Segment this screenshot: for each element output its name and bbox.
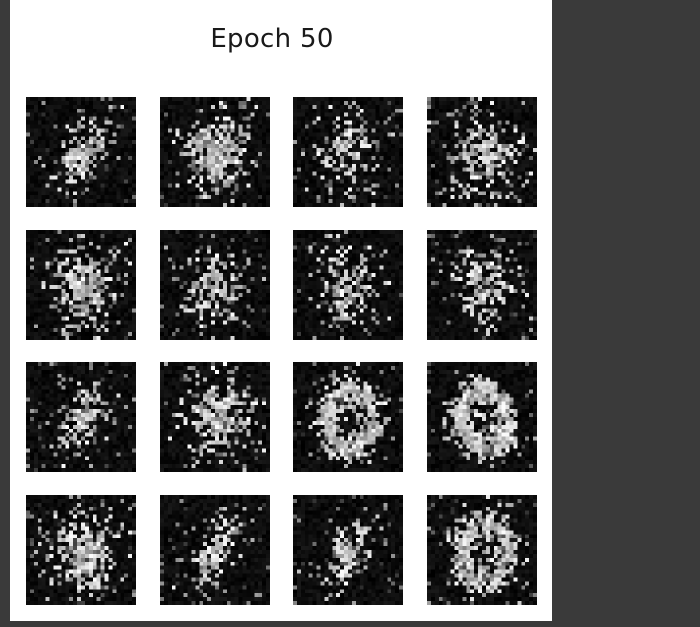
sample-pixels bbox=[26, 362, 136, 472]
sample-pixels bbox=[159, 97, 270, 207]
sample-pixels bbox=[293, 494, 403, 605]
sample-pixels bbox=[426, 362, 537, 472]
generated-sample-image bbox=[426, 97, 537, 207]
sample-pixels bbox=[293, 97, 403, 207]
generated-sample-image bbox=[159, 97, 270, 207]
generated-sample-image bbox=[26, 229, 136, 340]
generated-sample-image bbox=[293, 362, 403, 472]
generated-sample-image bbox=[26, 494, 136, 605]
generated-sample-image bbox=[426, 229, 537, 340]
figure-title: Epoch 50 bbox=[210, 24, 334, 54]
sample-pixels bbox=[159, 362, 270, 472]
generated-sample-image bbox=[293, 494, 403, 605]
sample-pixels bbox=[426, 494, 537, 605]
sample-pixels bbox=[293, 362, 403, 472]
sample-pixels bbox=[26, 494, 136, 605]
generated-sample-image bbox=[426, 362, 537, 472]
sample-pixels bbox=[426, 229, 537, 340]
generated-sample-image bbox=[426, 494, 537, 605]
sample-pixels bbox=[293, 229, 403, 340]
generated-sample-image bbox=[159, 362, 270, 472]
generated-sample-image bbox=[293, 97, 403, 207]
sample-pixels bbox=[159, 494, 270, 605]
sample-pixels bbox=[426, 97, 537, 207]
sample-grid bbox=[26, 97, 537, 605]
generated-sample-image bbox=[26, 97, 136, 207]
generated-sample-image bbox=[293, 229, 403, 340]
generated-sample-image bbox=[159, 494, 270, 605]
generated-sample-image bbox=[159, 229, 270, 340]
sample-pixels bbox=[26, 229, 136, 340]
sample-pixels bbox=[159, 229, 270, 340]
figure-window: Epoch 50 bbox=[10, 0, 552, 621]
generated-sample-image bbox=[26, 362, 136, 472]
sample-pixels bbox=[26, 97, 136, 207]
